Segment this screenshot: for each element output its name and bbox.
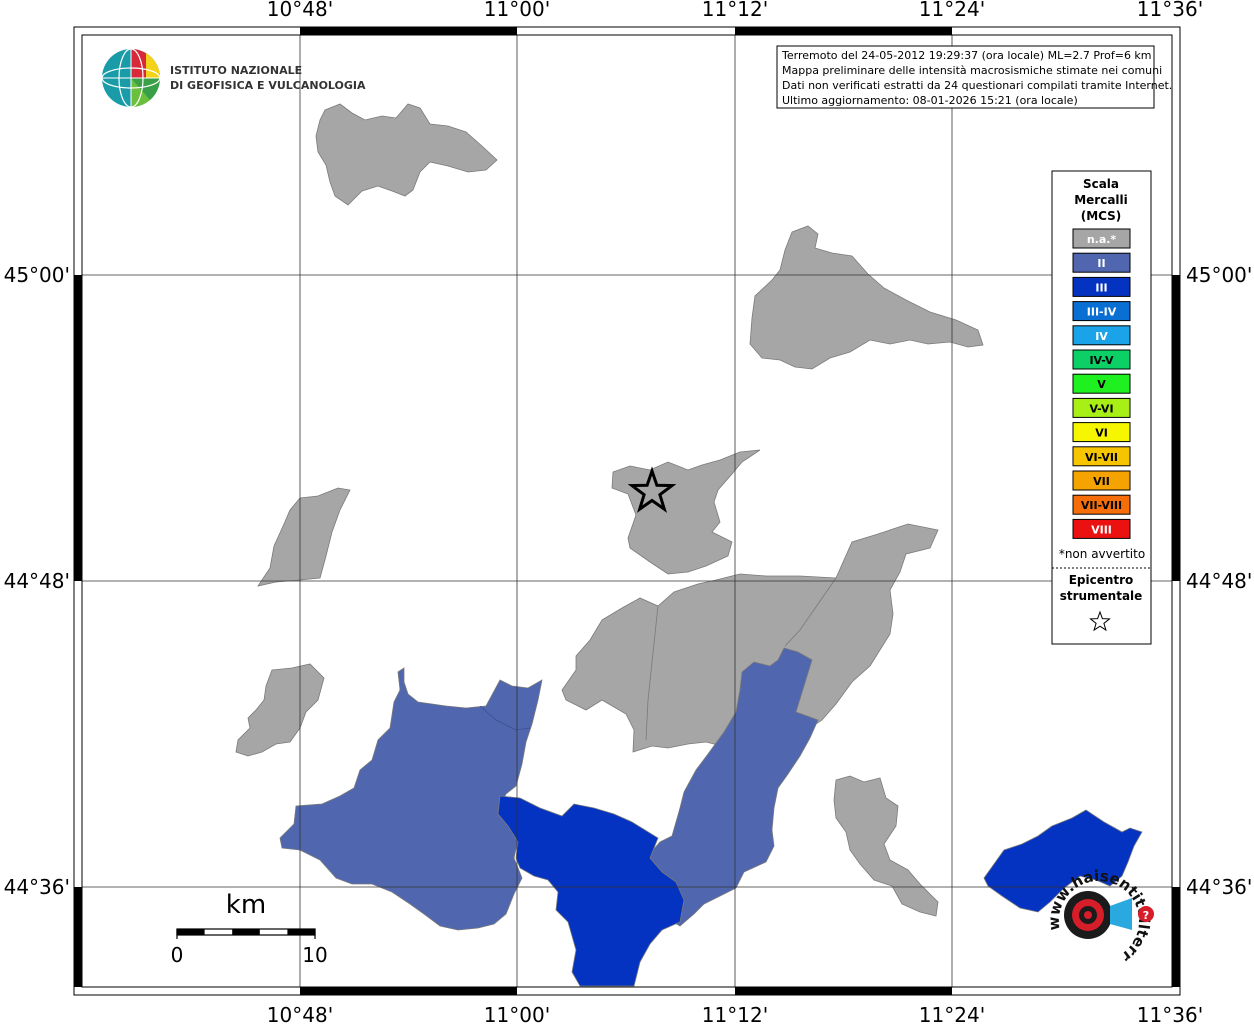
legend-title-3: (MCS) (1081, 209, 1122, 223)
lon-label-bottom-4: 11°36' (1137, 1003, 1203, 1024)
lon-label-bottom-2: 11°12' (702, 1003, 768, 1024)
lon-label-top-1: 11°00' (484, 0, 550, 21)
lat-label-left-1: 44°48' (4, 569, 70, 593)
scale-bar-unit: km (226, 890, 266, 920)
lat-label-right-1: 44°48' (1186, 569, 1252, 593)
lon-labels-top: 10°48' 11°00' 11°12' 11°24' 11°36' (267, 0, 1203, 21)
svg-text:?: ? (1143, 909, 1149, 922)
legend-title-1: Scala (1083, 177, 1119, 191)
lat-label-left-0: 45°00' (4, 263, 70, 287)
info-box: Terremoto del 24-05-2012 19:29:37 (ora l… (777, 46, 1172, 108)
lon-labels-bottom: 10°48' 11°00' 11°12' 11°24' 11°36' (267, 1003, 1203, 1024)
legend-label-4: IV (1095, 330, 1108, 343)
legend-label-5: IV-V (1089, 354, 1114, 367)
lon-label-top-4: 11°36' (1137, 0, 1203, 21)
lon-label-bottom-3: 11°24' (919, 1003, 985, 1024)
legend-not-felt-note: *non avvertito (1059, 547, 1145, 561)
legend-label-6: V (1097, 378, 1106, 391)
scale-bar-start: 0 (171, 943, 184, 967)
legend-label-12: VIII (1091, 523, 1112, 536)
lat-label-right-0: 45°00' (1186, 263, 1252, 287)
legend-label-10: VII (1093, 475, 1110, 488)
legend-label-11: VII-VIII (1081, 499, 1122, 512)
info-line-1: Terremoto del 24-05-2012 19:29:37 (ora l… (781, 49, 1152, 62)
lon-label-top-3: 11°24' (919, 0, 985, 21)
legend-label-8: VI (1095, 427, 1108, 440)
lat-labels-right: 45°00' 44°48' 44°36' (1186, 263, 1252, 899)
institute-name-line1: ISTITUTO NAZIONALE (170, 64, 302, 77)
mcs-legend: Scala Mercalli (MCS) n.a.*IIIIIIII-IVIVI… (1052, 171, 1151, 644)
legend-label-2: III (1095, 281, 1107, 294)
globe-icon (102, 49, 160, 107)
legend-epicenter-2: strumentale (1060, 589, 1143, 603)
scale-bar-end: 10 (302, 943, 327, 967)
lat-labels-left: 45°00' 44°48' 44°36' (4, 263, 70, 899)
legend-label-0: n.a.* (1087, 233, 1117, 246)
legend-label-3: III-IV (1087, 306, 1117, 319)
legend-label-1: II (1097, 257, 1105, 270)
lon-label-top-2: 11°12' (702, 0, 768, 21)
lat-label-left-2: 44°36' (4, 875, 70, 899)
legend-label-7: V-VI (1089, 402, 1113, 415)
info-line-4: Ultimo aggiornamento: 08-01-2026 15:21 (… (782, 94, 1078, 107)
lat-label-right-2: 44°36' (1186, 875, 1252, 899)
lon-label-top-0: 10°48' (267, 0, 333, 21)
lon-label-bottom-1: 11°00' (484, 1003, 550, 1024)
info-line-2: Mappa preliminare delle intensità macros… (782, 64, 1162, 77)
lon-label-bottom-0: 10°48' (267, 1003, 333, 1024)
institute-name-line2: DI GEOFISICA E VULCANOLOGIA (170, 79, 366, 92)
legend-epicenter-1: Epicentro (1069, 573, 1134, 587)
info-line-3: Dati non verificati estratti da 24 quest… (782, 79, 1172, 92)
legend-label-9: VI-VII (1085, 451, 1118, 464)
legend-title-2: Mercalli (1074, 193, 1128, 207)
